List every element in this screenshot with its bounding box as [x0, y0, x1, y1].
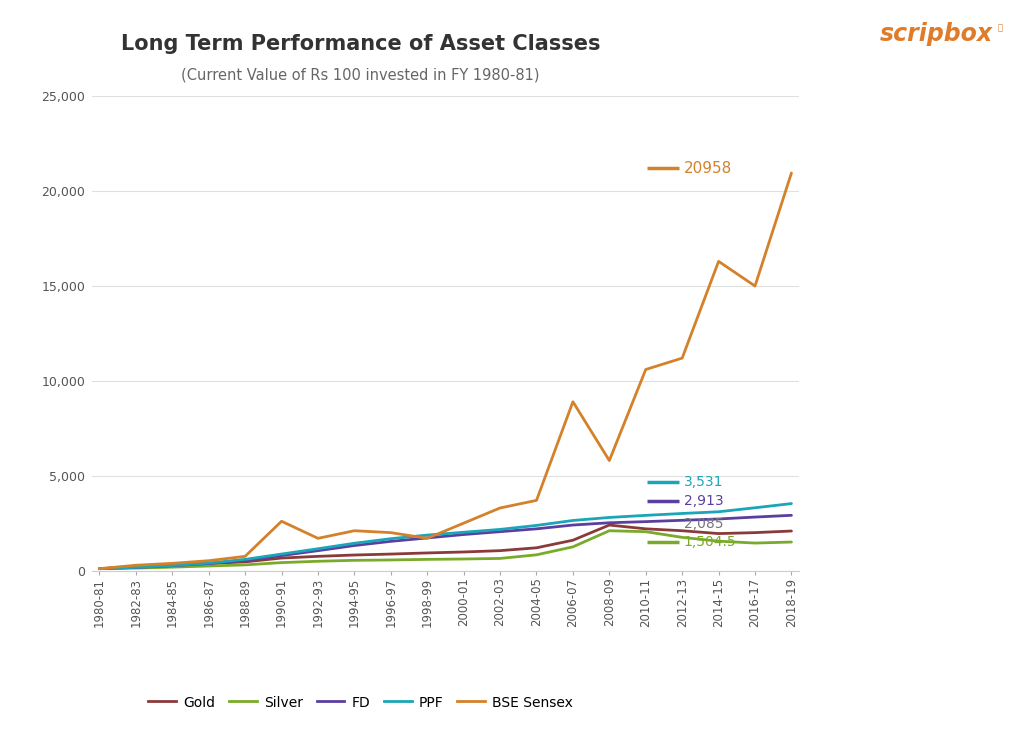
- Text: 2,913: 2,913: [684, 494, 723, 508]
- Text: 3,531: 3,531: [684, 475, 723, 489]
- Legend: Gold, Silver, FD, PPF, BSE Sensex: Gold, Silver, FD, PPF, BSE Sensex: [142, 691, 579, 715]
- Text: ⬛: ⬛: [997, 24, 1002, 33]
- Text: 20958: 20958: [684, 161, 732, 176]
- Text: 2,085: 2,085: [684, 517, 723, 531]
- Text: Long Term Performance of Asset Classes: Long Term Performance of Asset Classes: [121, 33, 600, 53]
- Text: 1,504.5: 1,504.5: [684, 535, 736, 549]
- Text: scripbox: scripbox: [881, 22, 993, 46]
- Text: (Current Value of Rs 100 invested in FY 1980-81): (Current Value of Rs 100 invested in FY …: [181, 67, 540, 82]
